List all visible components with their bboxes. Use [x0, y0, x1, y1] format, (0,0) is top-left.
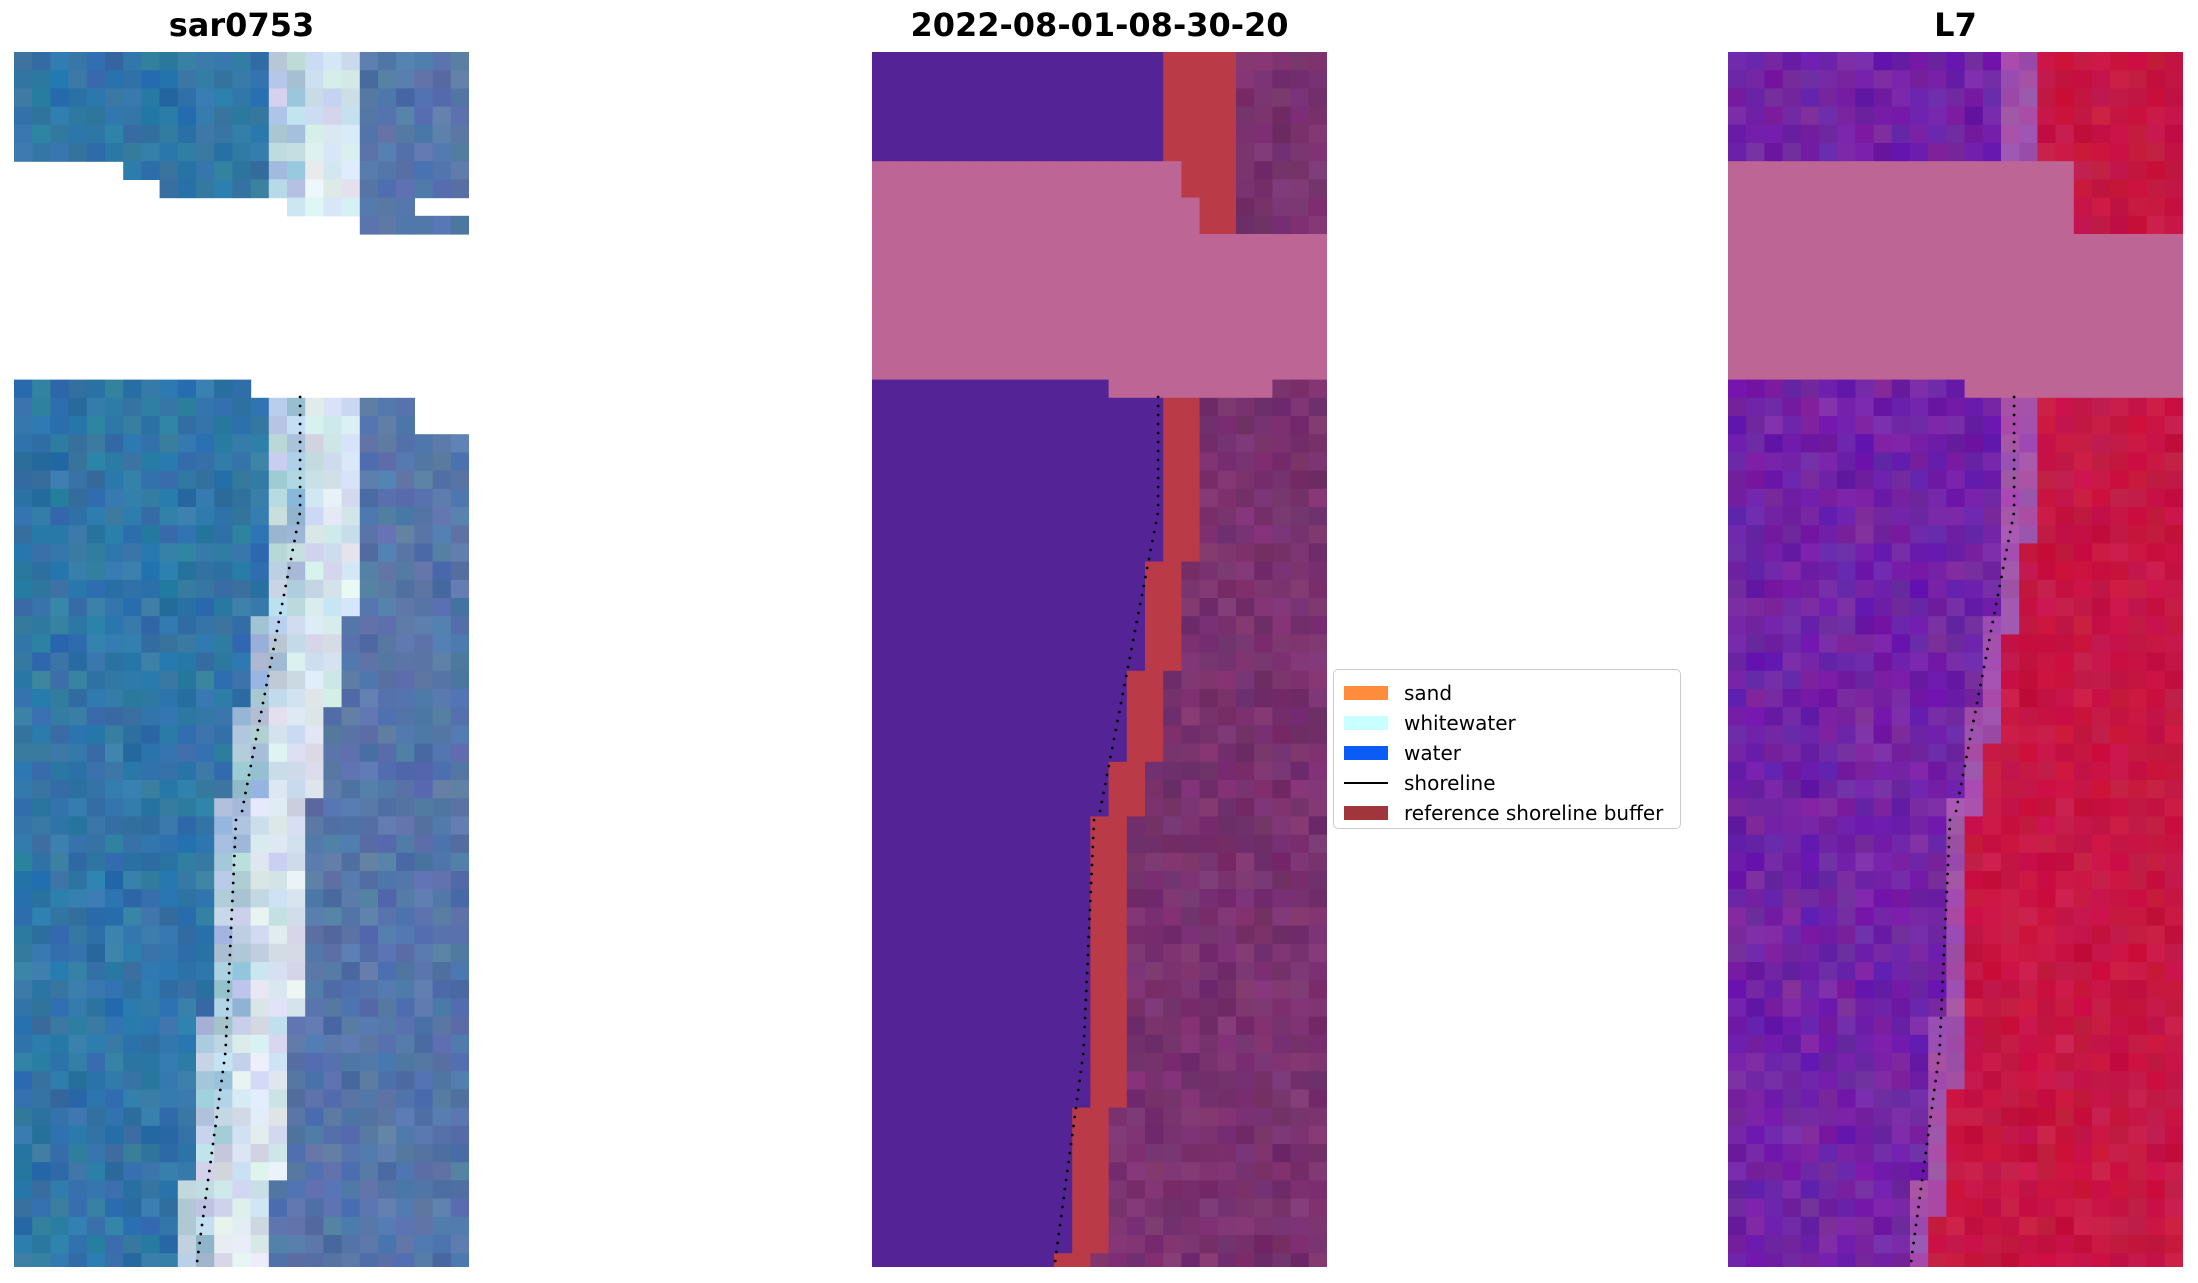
sand-swatch	[1344, 686, 1388, 700]
legend-label-sand: sand	[1404, 681, 1453, 705]
classified-satellite-image	[872, 52, 1327, 1267]
shoreline-dots	[1053, 395, 1160, 1263]
shoreline-dots	[1909, 395, 2016, 1263]
legend: sand whitewater water shoreline referenc…	[1333, 669, 1681, 829]
classified-image-panel	[872, 52, 1327, 1267]
legend-item-buffer: reference shoreline buffer	[1344, 798, 1670, 828]
rgb-satellite-image	[14, 52, 469, 1267]
legend-label-buffer: reference shoreline buffer	[1404, 801, 1664, 825]
rgb-image-panel	[14, 52, 469, 1267]
legend-item-sand: sand	[1344, 678, 1670, 708]
panel-title-classified: 2022-08-01-08-30-20	[910, 6, 1289, 44]
legend-label-water: water	[1404, 741, 1461, 765]
shoreline-line-swatch	[1344, 782, 1388, 784]
index-satellite-image	[1728, 52, 2183, 1267]
index-image-panel	[1728, 52, 2183, 1267]
panel-title-index: L7	[1934, 6, 1977, 44]
shoreline-dots	[195, 395, 302, 1263]
water-swatch	[1344, 746, 1388, 760]
legend-item-shoreline: shoreline	[1344, 768, 1670, 798]
legend-label-whitewater: whitewater	[1404, 711, 1516, 735]
legend-label-shoreline: shoreline	[1404, 771, 1496, 795]
legend-item-water: water	[1344, 738, 1670, 768]
legend-item-whitewater: whitewater	[1344, 708, 1670, 738]
buffer-swatch	[1344, 806, 1388, 820]
panel-title-rgb: sar0753	[168, 6, 315, 44]
whitewater-swatch	[1344, 716, 1388, 730]
